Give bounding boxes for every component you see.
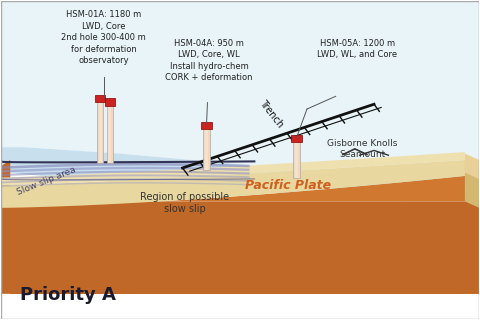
Bar [293, 138, 300, 178]
Bar [99, 98, 102, 163]
Polygon shape [0, 163, 250, 169]
Polygon shape [0, 167, 250, 172]
Text: HSM-04A: 950 m
LWD, Core, WL
Install hydro-chem
CORK + deformation: HSM-04A: 950 m LWD, Core, WL Install hyd… [165, 39, 252, 82]
Bar [105, 98, 115, 106]
Text: Gisborne Knolls
Seamount: Gisborne Knolls Seamount [327, 139, 397, 159]
Polygon shape [465, 160, 480, 208]
Bar [291, 134, 301, 142]
Bar [95, 95, 105, 102]
Text: HSM-01A: 1180 m
LWD, Core
2nd hole 300-400 m
for deformation
observatory: HSM-01A: 1180 m LWD, Core 2nd hole 300-4… [61, 10, 146, 65]
Polygon shape [0, 174, 250, 180]
Polygon shape [0, 1, 480, 176]
Polygon shape [0, 160, 10, 294]
Polygon shape [10, 287, 465, 294]
Text: HSM-05A: 1200 m
LWD, WL, and Core: HSM-05A: 1200 m LWD, WL, and Core [317, 39, 397, 60]
Text: Region of possible
slow slip: Region of possible slow slip [140, 192, 229, 214]
Bar [107, 101, 113, 163]
Text: Priority A: Priority A [20, 286, 116, 304]
Polygon shape [0, 160, 465, 208]
Polygon shape [0, 178, 250, 183]
Bar [204, 125, 210, 170]
Polygon shape [0, 147, 480, 256]
Text: Trench: Trench [257, 98, 285, 130]
Polygon shape [465, 154, 480, 179]
Bar [202, 122, 212, 129]
Polygon shape [0, 176, 465, 208]
Polygon shape [0, 182, 250, 187]
Polygon shape [0, 152, 465, 186]
Bar [108, 101, 111, 163]
Text: Slow slip area: Slow slip area [15, 165, 77, 196]
Text: Pacific Plate: Pacific Plate [245, 179, 331, 192]
Bar [97, 98, 103, 163]
Polygon shape [0, 171, 250, 176]
Bar [205, 125, 208, 170]
Bar [295, 138, 298, 178]
Polygon shape [0, 201, 480, 294]
Polygon shape [465, 160, 480, 294]
